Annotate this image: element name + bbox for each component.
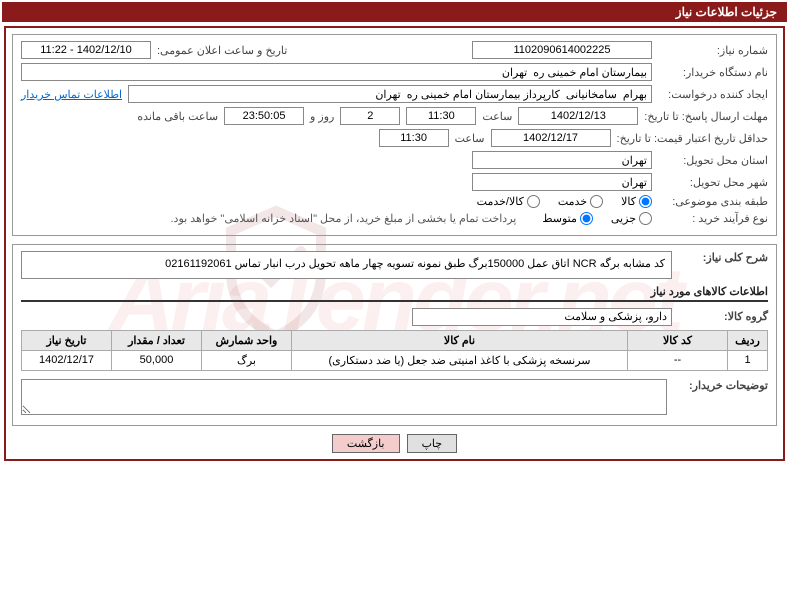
th-date: تاریخ نیاز <box>22 330 112 350</box>
process-label: نوع فرآیند خرید : <box>658 212 768 225</box>
group-label: گروه کالا: <box>678 310 768 323</box>
cat-goods-service-label: کالا/خدمت <box>477 195 524 208</box>
th-row: ردیف <box>728 330 768 350</box>
items-table: ردیف کد کالا نام کالا واحد شمارش تعداد /… <box>21 330 768 371</box>
button-row: چاپ بازگشت <box>12 434 777 453</box>
table-cell-code: -- <box>628 350 728 370</box>
announce-label: تاریخ و ساعت اعلان عمومی: <box>157 44 287 57</box>
countdown-input[interactable] <box>224 107 304 125</box>
print-button[interactable]: چاپ <box>407 434 458 453</box>
contact-link[interactable]: اطلاعات تماس خریدار <box>21 88 122 101</box>
process-note: پرداخت تمام یا بخشی از مبلغ خرید، از محل… <box>171 212 517 225</box>
province-label: استان محل تحویل: <box>658 154 768 167</box>
proc-small-radio[interactable] <box>639 212 652 225</box>
requester-label: ایجاد کننده درخواست: <box>658 88 768 101</box>
info-panel: شماره نیاز: تاریخ و ساعت اعلان عمومی: نا… <box>12 34 777 236</box>
buyer-notes-input[interactable] <box>21 379 667 415</box>
table-cell-unit: برگ <box>202 350 292 370</box>
buyer-notes-label: توضیحات خریدار: <box>673 379 768 392</box>
reply-date-input[interactable] <box>518 107 638 125</box>
group-input[interactable] <box>412 308 672 326</box>
table-cell-name: سرنسخه پزشکی با کاغذ امنیتی ضد جعل (یا ض… <box>292 350 628 370</box>
price-valid-date-input[interactable] <box>491 129 611 147</box>
th-qty: تعداد / مقدار <box>112 330 202 350</box>
buyer-label: نام دستگاه خریدار: <box>658 66 768 79</box>
remaining-label: ساعت باقی مانده <box>137 110 218 123</box>
process-radio-group: جزیی متوسط <box>542 212 652 225</box>
main-container: شماره نیاز: تاریخ و ساعت اعلان عمومی: نا… <box>4 26 785 461</box>
table-cell-date: 1402/12/17 <box>22 350 112 370</box>
city-label: شهر محل تحویل: <box>658 176 768 189</box>
need-no-input[interactable] <box>472 41 652 59</box>
cat-goods-radio[interactable] <box>639 195 652 208</box>
cat-service-radio[interactable] <box>590 195 603 208</box>
cat-service-label: خدمت <box>558 195 587 208</box>
cat-goods-service-radio[interactable] <box>527 195 540 208</box>
category-label: طبقه بندی موضوعی: <box>658 195 768 208</box>
province-input[interactable] <box>472 151 652 169</box>
desc-box: کد مشابه برگه NCR اتاق عمل 150000برگ طبق… <box>21 251 672 279</box>
need-no-label: شماره نیاز: <box>658 44 768 57</box>
proc-medium-label: متوسط <box>542 212 577 225</box>
table-cell-qty: 50,000 <box>112 350 202 370</box>
table-row: 1--سرنسخه پزشکی با کاغذ امنیتی ضد جعل (ی… <box>22 350 768 370</box>
days-input[interactable] <box>340 107 400 125</box>
announce-input[interactable] <box>21 41 151 59</box>
desc-panel: شرح کلی نیاز: کد مشابه برگه NCR اتاق عمل… <box>12 244 777 426</box>
category-radio-group: کالا خدمت کالا/خدمت <box>477 195 652 208</box>
city-input[interactable] <box>472 173 652 191</box>
reply-time-input[interactable] <box>406 107 476 125</box>
price-valid-label: حداقل تاریخ اعتبار قیمت: تا تاریخ: <box>617 132 768 145</box>
reply-time-label: ساعت <box>482 110 512 123</box>
page-title: جزئیات اطلاعات نیاز <box>676 5 777 19</box>
th-unit: واحد شمارش <box>202 330 292 350</box>
proc-medium-radio[interactable] <box>580 212 593 225</box>
price-valid-time-label: ساعت <box>455 132 485 145</box>
th-name: نام کالا <box>292 330 628 350</box>
th-code: کد کالا <box>628 330 728 350</box>
buyer-input[interactable] <box>21 63 652 81</box>
desc-label: شرح کلی نیاز: <box>678 251 768 264</box>
page-title-bar: جزئیات اطلاعات نیاز <box>2 2 787 22</box>
table-cell-row: 1 <box>728 350 768 370</box>
cat-goods-label: کالا <box>621 195 636 208</box>
back-button[interactable]: بازگشت <box>332 434 400 453</box>
goods-section-title: اطلاعات کالاهای مورد نیاز <box>21 285 768 302</box>
days-label: روز و <box>310 110 334 123</box>
reply-deadline-label: مهلت ارسال پاسخ: تا تاریخ: <box>644 110 768 123</box>
proc-small-label: جزیی <box>611 212 636 225</box>
price-valid-time-input[interactable] <box>379 129 449 147</box>
requester-input[interactable] <box>128 85 652 103</box>
